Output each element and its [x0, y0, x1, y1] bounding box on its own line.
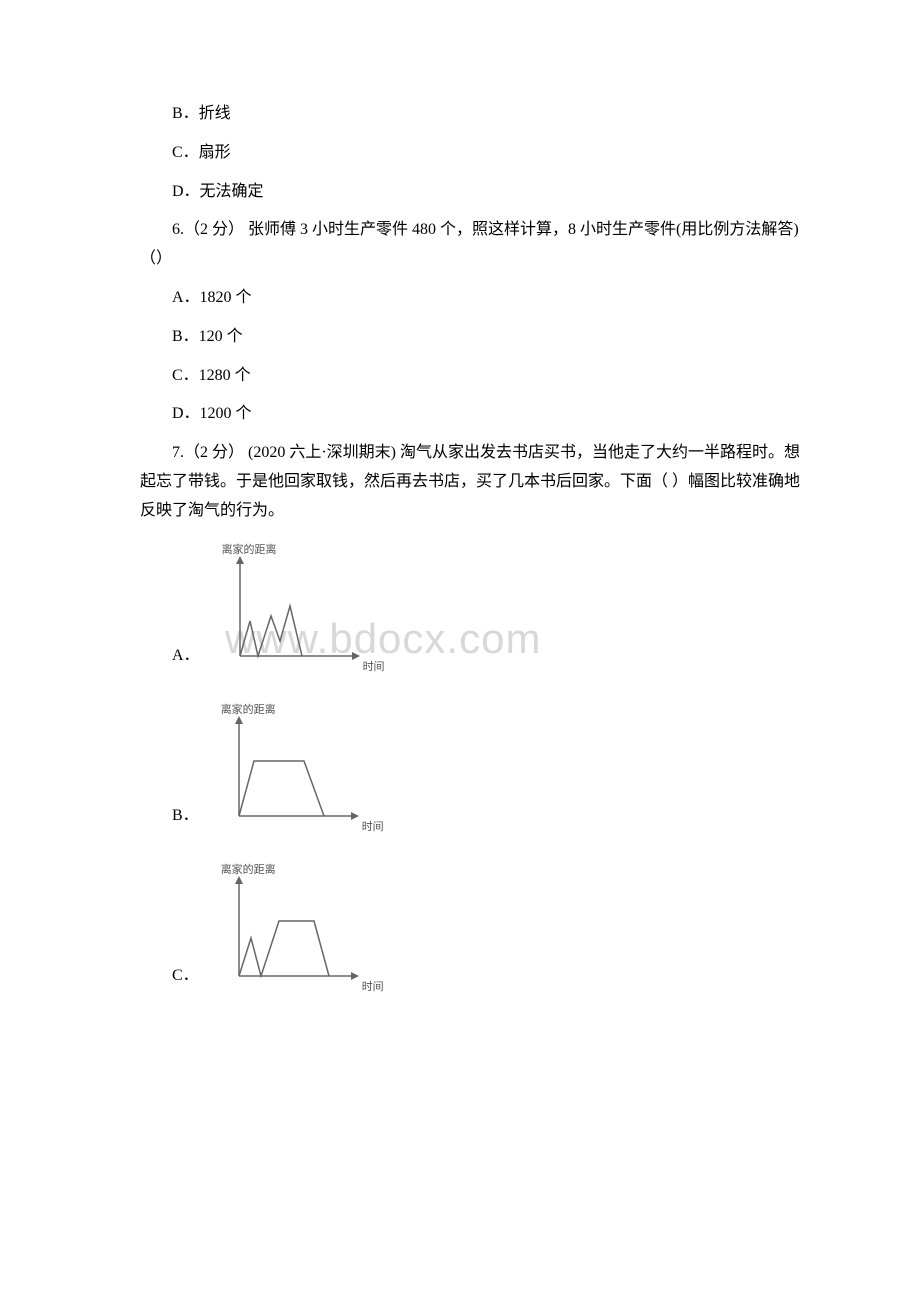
axis-x-label: 时间: [362, 978, 384, 998]
axis-x-label: 时间: [362, 818, 384, 838]
option-label: A．: [172, 642, 200, 676]
q5-option-c: C．扇形: [140, 139, 800, 168]
option-text: B．折线: [172, 105, 231, 122]
q6-option-b: B．120 个: [140, 323, 800, 352]
option-text: C．1280 个: [172, 367, 251, 384]
option-text: C．扇形: [172, 144, 231, 161]
q5-option-b: B．折线: [140, 100, 800, 129]
q7-option-b: B． 离家的距离 时间: [140, 706, 800, 836]
question-text: 7.（2 分） (2020 六上·深圳期末) 淘气从家出发去书店买书，当他走了大…: [140, 444, 800, 519]
chart-b: 离家的距离 时间: [209, 706, 389, 836]
option-text: A．1820 个: [172, 289, 252, 306]
axis-y-label: 离家的距离: [222, 541, 277, 561]
q7-option-c: C． 离家的距离 时间: [140, 866, 800, 996]
q6-option-c: C．1280 个: [140, 362, 800, 391]
axis-x-label: 时间: [363, 658, 385, 678]
q6-option-d: D．1200 个: [140, 400, 800, 429]
q7-option-a: A． 离家的距离 时间: [140, 546, 800, 676]
chart-a: 离家的距离 时间: [210, 546, 390, 676]
chart-c: 离家的距离 时间: [209, 866, 389, 996]
chart-c-svg: [209, 866, 389, 996]
axis-y-label: 离家的距离: [221, 701, 276, 721]
option-label: C．: [172, 962, 199, 996]
q7-text: 7.（2 分） (2020 六上·深圳期末) 淘气从家出发去书店买书，当他走了大…: [140, 439, 800, 525]
option-label: B．: [172, 802, 199, 836]
option-text: B．120 个: [172, 328, 243, 345]
q6-option-a: A．1820 个: [140, 284, 800, 313]
q6-text: 6.（2 分） 张师傅 3 小时生产零件 480 个，照这样计算，8 小时生产零…: [140, 216, 800, 274]
axis-y-label: 离家的距离: [221, 861, 276, 881]
chart-b-svg: [209, 706, 389, 836]
chart-a-svg: [210, 546, 390, 676]
option-text: D．无法确定: [172, 183, 264, 200]
q5-option-d: D．无法确定: [140, 178, 800, 207]
option-text: D．1200 个: [172, 405, 252, 422]
question-text: 6.（2 分） 张师傅 3 小时生产零件 480 个，照这样计算，8 小时生产零…: [140, 221, 799, 267]
